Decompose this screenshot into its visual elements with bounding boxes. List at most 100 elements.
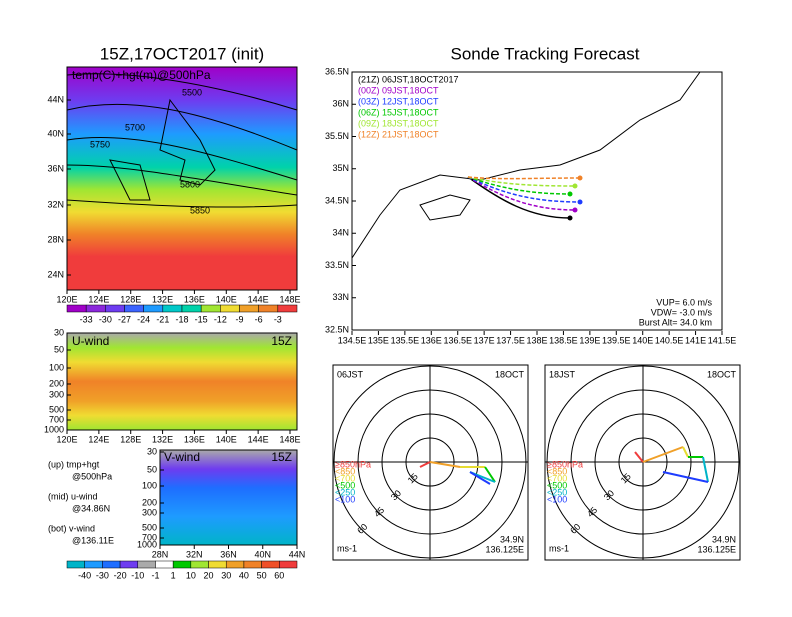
colorbar-label: -6 <box>255 314 263 324</box>
colorbar-box <box>124 304 144 313</box>
note: (mid) u-wind <box>48 491 98 501</box>
colorbar-label: -3 <box>274 314 282 324</box>
ring-label: 30 <box>389 488 403 502</box>
hodo-date: 18OCT <box>495 369 525 379</box>
y-tick-label: 44N <box>47 94 64 104</box>
x-tick-label: 137.5E <box>496 335 525 345</box>
level-label: <500 <box>547 480 567 490</box>
colorbar-label: -27 <box>118 314 131 324</box>
y-tick-label: 24N <box>47 269 64 279</box>
track-line <box>467 176 576 187</box>
colorbar-label: 50 <box>257 570 267 580</box>
y-tick-label: 300 <box>142 507 157 517</box>
hodo-lat: 34.9N <box>500 534 524 544</box>
colorbar-label: -40 <box>78 570 91 580</box>
y-tick-label: 34.5N <box>325 195 349 205</box>
colorbar-box <box>66 304 87 313</box>
colorbar-box <box>181 304 202 313</box>
hodo-segment <box>484 466 496 483</box>
y-tick-label: 1000 <box>44 424 64 434</box>
colorbar-box <box>190 560 209 569</box>
x-tick-label: 138.5E <box>549 335 578 345</box>
track-line <box>467 176 576 211</box>
y-tick-label: 1000 <box>137 539 157 549</box>
hodo-lat: 34.9N <box>712 534 736 544</box>
y-tick-label: 300 <box>49 389 64 399</box>
hodo-date: 18OCT <box>707 369 737 379</box>
y-tick-label: 700 <box>142 532 157 542</box>
y-tick-label: 35N <box>332 163 349 173</box>
x-tick-label: 139E <box>579 335 600 345</box>
x-tick-label: 137E <box>474 335 495 345</box>
colorbar-label: -33 <box>80 314 93 324</box>
track-legend: (21Z) 06JST,18OCT2017(00Z) 09JST,18OCT(0… <box>358 74 459 139</box>
colorbar-box <box>220 304 240 313</box>
param: Burst Alt= 34.0 km <box>639 317 712 327</box>
x-tick-label: 140.5E <box>655 335 684 345</box>
x-tick-label: 28N <box>152 549 169 559</box>
ring-label: 15 <box>406 471 420 485</box>
colorbar-label: -9 <box>235 314 243 324</box>
hodo-segment <box>429 461 461 468</box>
hodo-lon: 136.125E <box>697 544 736 554</box>
colorbar-label: 1 <box>171 570 176 580</box>
ring-label: 15 <box>619 471 633 485</box>
contour-label: 5700 <box>125 122 145 132</box>
x-tick-label: 135E <box>368 335 389 345</box>
x-tick-label: 128E <box>120 294 141 304</box>
y-tick-label: 50 <box>147 464 157 474</box>
y-tick-label: 34N <box>332 228 349 238</box>
level-label: <850 <box>547 466 567 476</box>
y-tick-label: 36N <box>47 163 64 173</box>
legend-entry: (06Z) 15JST,18OCT <box>358 107 439 117</box>
track-title: Sonde Tracking Forecast <box>451 44 640 63</box>
track-line <box>467 176 571 195</box>
colorbar-box <box>155 560 174 569</box>
colorbar-label: -1 <box>151 570 159 580</box>
hodo-unit: ms-1 <box>549 543 569 553</box>
track-line <box>467 176 581 180</box>
colorbar-label: -10 <box>131 570 144 580</box>
note: @34.86N <box>72 503 110 513</box>
param: VUP= 6.0 m/s <box>656 297 712 307</box>
colorbar-label: 10 <box>186 570 196 580</box>
x-tick-label: 136E <box>184 434 205 444</box>
level-label: ≥850hPa <box>335 459 371 469</box>
legend-entry: (00Z) 09JST,18OCT <box>358 85 439 95</box>
x-tick-label: 134.5E <box>338 335 367 345</box>
level-label: <250 <box>547 487 567 497</box>
colorbar-box <box>105 304 125 313</box>
colorbar-label: -30 <box>96 570 109 580</box>
y-tick-label: 30 <box>54 327 64 337</box>
x-tick-label: 40N <box>254 549 271 559</box>
hodo-lon: 136.125E <box>485 544 524 554</box>
x-tick-label: 32N <box>186 549 203 559</box>
level-label: <100 <box>547 494 567 504</box>
note: @500hPa <box>72 471 112 481</box>
contour-label: 5500 <box>182 87 202 97</box>
v-label: V-wind <box>164 450 200 464</box>
y-tick-label: 100 <box>142 480 157 490</box>
x-tick-label: 136E <box>184 294 205 304</box>
colorbar-box <box>162 304 183 313</box>
colorbar-label: 20 <box>204 570 214 580</box>
colorbar-box <box>172 560 192 569</box>
ring-label: 30 <box>602 488 616 502</box>
x-tick-label: 148E <box>279 294 300 304</box>
y-tick-label: 500 <box>142 522 157 532</box>
track-end <box>577 175 583 181</box>
y-tick-label: 50 <box>54 344 64 354</box>
x-tick-label: 144E <box>248 434 269 444</box>
x-tick-label: 120E <box>56 294 77 304</box>
y-tick-label: 40N <box>47 128 64 138</box>
colorbar-box <box>258 304 279 313</box>
track-end <box>567 191 573 197</box>
ring-label: 45 <box>372 505 386 519</box>
level-label: ≥850hPa <box>547 459 583 469</box>
x-tick-label: 136.5E <box>443 335 472 345</box>
colorbar-label: -15 <box>195 314 208 324</box>
x-tick-label: 140E <box>216 434 237 444</box>
